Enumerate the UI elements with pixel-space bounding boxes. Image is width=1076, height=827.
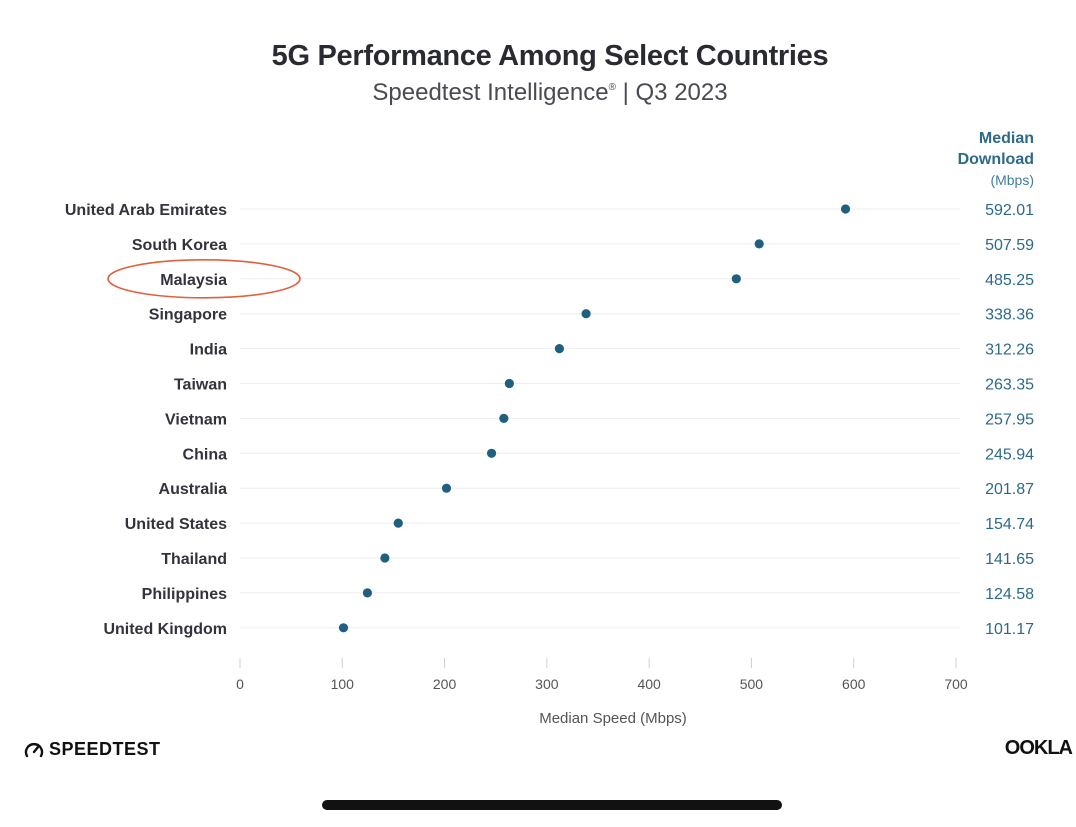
category-label: United Kingdom <box>103 621 227 638</box>
value-label: 154.74 <box>985 516 1034 533</box>
value-label: 141.65 <box>985 551 1034 568</box>
data-point <box>499 413 509 423</box>
category-label: Vietnam <box>165 411 227 428</box>
data-point <box>754 239 764 249</box>
data-point <box>581 309 591 319</box>
subtitle-period: | Q3 2023 <box>622 79 728 106</box>
x-tick-label: 300 <box>535 676 559 692</box>
category-label: United States <box>125 516 227 533</box>
ookla-logo: OOKLA <box>1004 737 1073 759</box>
value-column-header-line-2: Download <box>957 151 1034 168</box>
category-label: Philippines <box>142 586 227 603</box>
chart-title: 5G Performance Among Select Countries <box>271 40 829 72</box>
x-tick-label: 400 <box>637 676 661 692</box>
gauge-icon <box>24 742 44 757</box>
speedtest-wordmark: SPEEDTEST <box>49 739 161 759</box>
category-label: China <box>183 446 228 463</box>
value-label: 507.59 <box>985 237 1034 254</box>
category-label: Singapore <box>149 307 227 324</box>
value-label: 201.87 <box>985 481 1034 498</box>
category-label: Australia <box>159 481 228 498</box>
x-tick-label: 700 <box>944 676 968 692</box>
chart-subtitle: Speedtest Intelligence® | Q3 2023 <box>0 79 1076 107</box>
value-column-unit: (Mbps) <box>990 172 1034 188</box>
data-point <box>486 448 497 458</box>
value-label: 263.35 <box>985 377 1034 394</box>
value-label: 592.01 <box>985 202 1034 219</box>
x-tick-label: 0 <box>236 676 244 692</box>
category-label: Taiwan <box>174 377 227 394</box>
data-point <box>362 588 373 598</box>
value-column-header-line-1: Median <box>978 130 1034 147</box>
x-tick-label: 500 <box>740 676 764 692</box>
value-label: 257.95 <box>985 411 1034 428</box>
value-label: 485.25 <box>985 272 1034 289</box>
subtitle-source: Speedtest Intelligence <box>372 79 609 106</box>
category-label: Thailand <box>161 551 227 568</box>
data-point <box>338 623 349 633</box>
data-point <box>380 553 390 563</box>
value-label: 338.36 <box>985 307 1034 324</box>
x-tick-label: 600 <box>842 676 866 692</box>
value-label: 124.58 <box>985 586 1034 603</box>
value-label: 312.26 <box>985 342 1034 359</box>
data-point <box>504 378 514 389</box>
registered-mark: ® <box>608 82 616 93</box>
data-point <box>840 204 851 214</box>
x-tick-label: 200 <box>433 676 457 692</box>
value-column-header: Median Download (Mbps) <box>958 128 1034 191</box>
value-label: 101.17 <box>985 621 1034 638</box>
data-point <box>731 274 741 284</box>
category-label: India <box>190 342 227 359</box>
speedtest-logo: SPEEDTEST <box>24 739 161 760</box>
x-tick-label: 100 <box>331 676 355 692</box>
highlight-ring <box>107 258 301 299</box>
home-indicator[interactable] <box>322 800 782 810</box>
x-axis-label: Median Speed (Mbps) <box>539 710 687 727</box>
data-point <box>441 483 452 493</box>
category-label: Malaysia <box>160 272 227 289</box>
category-label: United Arab Emirates <box>65 202 227 219</box>
data-point <box>554 344 564 354</box>
value-label: 245.94 <box>985 446 1034 463</box>
data-point <box>393 518 403 528</box>
category-label: South Korea <box>132 237 227 254</box>
